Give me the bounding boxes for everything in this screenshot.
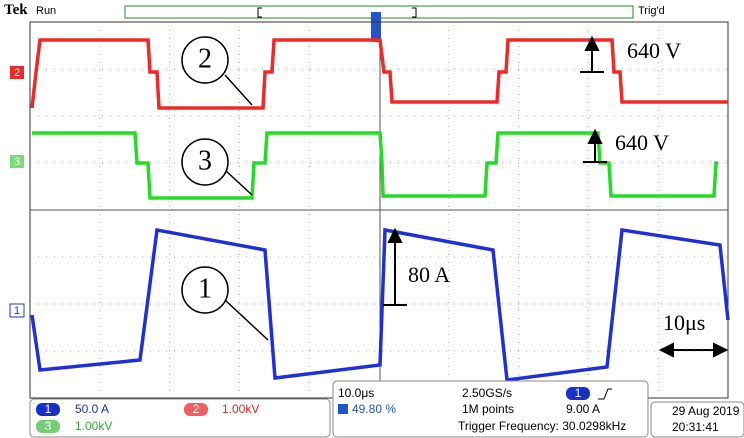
ch1-waveform <box>30 227 730 382</box>
callout-ch1: 1 <box>198 273 212 304</box>
date: 29 Aug 2019 <box>672 404 740 418</box>
ch1-marker-label: 1 <box>14 305 20 317</box>
time: 20:31:41 <box>672 420 719 434</box>
brand: Tek <box>4 2 28 18</box>
trigger-state: Trig'd <box>638 5 665 17</box>
ch1-marker <box>9 303 25 318</box>
callout-circles <box>181 36 269 341</box>
callout-ch3: 3 <box>198 145 212 176</box>
ch3-marker-label: 3 <box>14 156 20 168</box>
ch2-badge-label: 2 <box>193 402 200 416</box>
callout-ch2: 2 <box>198 43 212 74</box>
trigger-pos-icon <box>338 404 348 414</box>
annotation-ch2: 640 V <box>627 38 681 63</box>
ch2-scale: 1.00kV <box>222 402 259 416</box>
ch1-scale: 50.0 A <box>75 402 109 416</box>
record-length: 1M points <box>462 402 514 416</box>
sample-rate: 2.50GS/s <box>462 386 512 400</box>
ch1-badge-label: 1 <box>45 402 52 416</box>
annotation-ch1: 80 A <box>408 262 450 287</box>
ch2-badge <box>184 403 208 416</box>
trigger-level: 9.00 A <box>566 402 600 416</box>
run-state: Run <box>36 5 56 17</box>
clock-panel <box>650 401 744 438</box>
ch3-scale: 1.00kV <box>75 419 112 433</box>
view-brackets <box>257 7 417 18</box>
annotation-ch3: 640 V <box>615 130 669 155</box>
annotation-time: 10μs <box>663 310 705 335</box>
trigger-badge <box>566 387 590 400</box>
ch3-marker <box>10 155 24 168</box>
channel-panel <box>29 398 331 438</box>
ch3-waveform <box>32 131 718 200</box>
ch2-waveform <box>30 38 728 110</box>
ch3-badge-label: 3 <box>45 419 52 433</box>
edge-icon <box>598 388 612 400</box>
annotation-arrows <box>383 35 729 358</box>
ch2-marker <box>10 66 24 79</box>
horizontal-scale: 10.0μs <box>338 386 374 400</box>
ch2-marker-label: 2 <box>14 67 20 79</box>
trigger-marker <box>371 12 381 42</box>
ch1-badge <box>36 403 60 416</box>
ch3-badge <box>36 420 60 433</box>
trigger-frequency: Trigger Frequency: 30.0298kHz <box>458 419 626 433</box>
trigger-position: 49.80 % <box>352 402 396 416</box>
trigger-badge-label: 1 <box>575 386 582 400</box>
